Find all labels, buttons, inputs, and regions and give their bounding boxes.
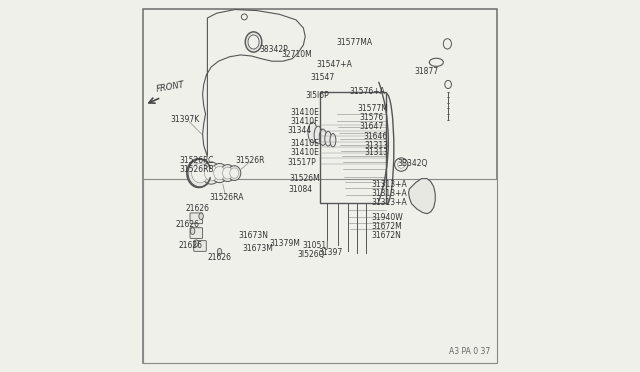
Text: 31410F: 31410F bbox=[291, 117, 319, 126]
Text: FRONT: FRONT bbox=[156, 80, 186, 94]
Text: A3 PA 0 37: A3 PA 0 37 bbox=[449, 347, 490, 356]
Ellipse shape bbox=[191, 228, 195, 234]
Text: 31410E: 31410E bbox=[291, 148, 319, 157]
Ellipse shape bbox=[228, 166, 241, 180]
Ellipse shape bbox=[245, 32, 262, 52]
Ellipse shape bbox=[194, 240, 198, 247]
FancyBboxPatch shape bbox=[143, 9, 497, 363]
Text: 31673N: 31673N bbox=[239, 231, 269, 240]
Ellipse shape bbox=[314, 126, 322, 144]
Ellipse shape bbox=[223, 167, 233, 179]
Text: 31517P: 31517P bbox=[287, 157, 316, 167]
Text: 31410E: 31410E bbox=[291, 139, 319, 148]
FancyBboxPatch shape bbox=[190, 228, 203, 238]
Text: 21626: 21626 bbox=[175, 220, 199, 229]
FancyBboxPatch shape bbox=[194, 241, 206, 251]
Circle shape bbox=[395, 158, 408, 171]
Text: 31646: 31646 bbox=[364, 132, 388, 141]
Ellipse shape bbox=[191, 163, 209, 183]
Text: 31526R: 31526R bbox=[235, 155, 264, 165]
Text: 31313+A: 31313+A bbox=[372, 198, 408, 207]
Text: 21626: 21626 bbox=[179, 241, 203, 250]
Ellipse shape bbox=[188, 159, 212, 187]
Text: 3I5I6P: 3I5I6P bbox=[305, 91, 329, 100]
Text: 31397: 31397 bbox=[318, 248, 342, 257]
Ellipse shape bbox=[211, 163, 228, 183]
Text: 31877: 31877 bbox=[414, 67, 438, 76]
Text: 31547: 31547 bbox=[311, 73, 335, 81]
Text: 31344: 31344 bbox=[287, 126, 312, 135]
Text: 31673M: 31673M bbox=[243, 244, 273, 253]
Text: 3I526Q: 3I526Q bbox=[297, 250, 324, 259]
Ellipse shape bbox=[218, 248, 222, 255]
Text: 31051J: 31051J bbox=[302, 241, 329, 250]
Text: 31084: 31084 bbox=[289, 185, 313, 194]
Text: 21626: 21626 bbox=[207, 253, 232, 263]
Text: 3B342Q: 3B342Q bbox=[397, 159, 428, 169]
Text: 31672N: 31672N bbox=[371, 231, 401, 240]
Text: 31313: 31313 bbox=[364, 148, 388, 157]
FancyBboxPatch shape bbox=[143, 179, 497, 363]
Ellipse shape bbox=[330, 134, 336, 147]
Text: 31577MA: 31577MA bbox=[337, 38, 372, 46]
Ellipse shape bbox=[324, 131, 332, 146]
Text: 31526RA: 31526RA bbox=[209, 193, 244, 202]
Ellipse shape bbox=[220, 164, 235, 182]
Ellipse shape bbox=[308, 122, 317, 142]
Text: 31526RB: 31526RB bbox=[179, 165, 214, 174]
Text: 31397K: 31397K bbox=[170, 115, 200, 124]
Ellipse shape bbox=[199, 213, 204, 219]
Ellipse shape bbox=[202, 162, 221, 184]
Polygon shape bbox=[408, 179, 435, 214]
Text: 31577M: 31577M bbox=[357, 104, 388, 113]
Text: 31576: 31576 bbox=[360, 113, 384, 122]
Text: 31576+A: 31576+A bbox=[349, 87, 385, 96]
Text: 31313: 31313 bbox=[364, 141, 388, 150]
Text: 31313+A: 31313+A bbox=[372, 180, 408, 189]
FancyBboxPatch shape bbox=[190, 213, 203, 224]
Ellipse shape bbox=[230, 168, 239, 178]
Text: 31940W: 31940W bbox=[371, 213, 403, 222]
Text: 31410E: 31410E bbox=[291, 108, 319, 117]
Text: 31647: 31647 bbox=[360, 122, 384, 131]
Text: 21626: 21626 bbox=[185, 203, 209, 213]
Circle shape bbox=[241, 14, 247, 20]
Text: 31526M: 31526M bbox=[290, 174, 321, 183]
Text: 31526RC: 31526RC bbox=[179, 155, 213, 165]
Text: 38342P: 38342P bbox=[259, 45, 288, 54]
Text: 32710M: 32710M bbox=[281, 51, 312, 60]
Polygon shape bbox=[203, 10, 305, 157]
Text: 31672M: 31672M bbox=[371, 222, 402, 231]
Ellipse shape bbox=[204, 165, 218, 181]
Ellipse shape bbox=[214, 166, 225, 180]
Ellipse shape bbox=[248, 35, 259, 49]
Text: 31547+A: 31547+A bbox=[316, 60, 352, 69]
Ellipse shape bbox=[319, 129, 326, 145]
Text: 31379M: 31379M bbox=[269, 239, 300, 248]
Text: 31313+A: 31313+A bbox=[372, 189, 408, 198]
